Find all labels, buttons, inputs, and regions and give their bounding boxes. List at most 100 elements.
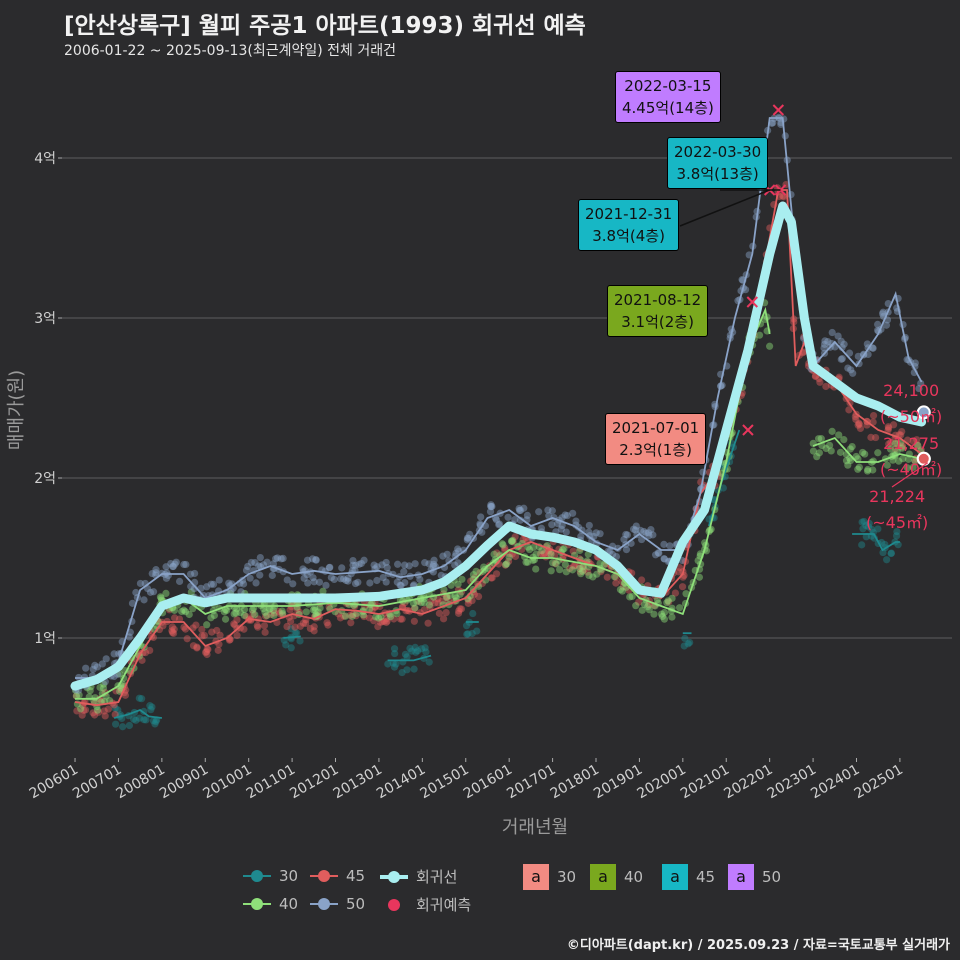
annotation-marker <box>772 104 785 116</box>
transaction-dot <box>469 571 478 579</box>
transaction-dot <box>442 593 451 602</box>
transaction-dot <box>515 504 523 513</box>
transaction-dot <box>279 554 287 563</box>
transaction-dot <box>552 560 560 568</box>
transaction-dot <box>569 509 577 517</box>
transaction-dot <box>579 567 587 575</box>
transaction-dot <box>585 521 593 530</box>
transaction-dot <box>638 606 646 614</box>
transaction-dot <box>273 554 282 562</box>
transaction-dot <box>610 573 619 581</box>
transaction-dot <box>324 621 332 629</box>
transaction-dot <box>456 605 464 613</box>
transaction-dot <box>593 570 601 578</box>
transaction-dot <box>255 562 263 570</box>
transaction-dot <box>149 588 158 596</box>
transaction-dot <box>898 442 907 450</box>
transaction-dot <box>296 637 304 645</box>
transaction-dot <box>140 596 148 604</box>
transaction-dot <box>891 445 900 453</box>
transaction-dot <box>537 524 546 532</box>
transaction-dot <box>651 551 660 559</box>
series-line-40 <box>812 436 922 463</box>
transaction-dot <box>869 344 877 352</box>
transaction-dot <box>490 550 498 558</box>
transaction-dot <box>344 577 352 585</box>
transaction-dot <box>899 455 907 463</box>
transaction-dot <box>664 597 672 605</box>
transaction-dot <box>138 695 146 703</box>
transaction-dot <box>347 619 355 627</box>
transaction-dot <box>574 523 583 531</box>
transaction-dot <box>909 437 917 446</box>
transaction-dot <box>838 355 846 363</box>
transaction-dot <box>492 570 501 578</box>
transaction-dot <box>827 339 836 348</box>
transaction-dot <box>377 613 385 621</box>
transaction-dot <box>383 617 391 625</box>
legend-box-swatch: a <box>590 864 616 890</box>
transaction-dot <box>101 712 109 720</box>
transaction-dot <box>588 537 596 545</box>
transaction-dot <box>456 590 464 598</box>
transaction-dot <box>575 562 583 570</box>
transaction-dot <box>495 520 504 528</box>
transaction-dot <box>468 597 476 605</box>
transaction-dot <box>95 695 104 703</box>
transaction-dot <box>668 613 676 621</box>
transaction-dot <box>431 599 439 607</box>
transaction-dot <box>421 559 429 567</box>
transaction-dot <box>472 567 480 575</box>
transaction-dot <box>540 549 548 557</box>
transaction-dot <box>603 573 611 581</box>
transaction-dot <box>498 540 506 548</box>
transaction-dot <box>203 645 211 653</box>
x-tick-label: 201801 <box>548 762 602 803</box>
transaction-dot <box>141 649 150 657</box>
transaction-dot <box>425 658 433 666</box>
transaction-dot <box>913 441 921 449</box>
transaction-dot <box>430 556 438 564</box>
transaction-dot <box>327 573 335 582</box>
transaction-dot <box>246 574 254 582</box>
transaction-dot <box>660 555 669 563</box>
series-line-30 <box>283 635 301 639</box>
transaction-dot <box>261 608 269 616</box>
transaction-dot <box>171 560 179 568</box>
transaction-dot <box>203 621 211 629</box>
transaction-dot <box>77 705 85 713</box>
transaction-dot <box>487 502 495 510</box>
transaction-dot <box>654 549 662 557</box>
transaction-dot <box>411 604 419 612</box>
transaction-dot <box>82 664 90 672</box>
transaction-dot <box>203 650 211 659</box>
transaction-dot <box>323 619 331 627</box>
transaction-dot <box>162 563 170 571</box>
transaction-dot <box>874 320 882 328</box>
transaction-dot <box>169 562 177 571</box>
transaction-dot <box>223 606 231 615</box>
transaction-dot <box>136 579 145 588</box>
transaction-dot <box>204 645 212 654</box>
transaction-dot <box>401 578 409 587</box>
transaction-dot <box>671 589 680 597</box>
transaction-dot <box>230 610 238 618</box>
transaction-dot <box>558 521 566 529</box>
transaction-dot <box>397 582 405 590</box>
transaction-dot <box>181 608 190 616</box>
transaction-dot <box>815 449 823 457</box>
transaction-dot <box>399 658 407 666</box>
transaction-dot <box>883 461 891 469</box>
legend-box-45: a 45 <box>662 864 715 890</box>
transaction-dot <box>275 607 283 616</box>
transaction-dot <box>80 706 88 714</box>
transaction-dot <box>135 694 143 702</box>
transaction-dot <box>393 610 401 618</box>
transaction-dot <box>589 573 597 581</box>
transaction-dot <box>352 612 360 620</box>
transaction-dot <box>898 444 906 452</box>
x-tick-label: 202401 <box>808 762 862 803</box>
transaction-dot <box>400 568 408 576</box>
callout-2022-03-30: 2022-03-30 3.8억(13층) <box>667 137 769 189</box>
transaction-dot <box>180 560 188 569</box>
